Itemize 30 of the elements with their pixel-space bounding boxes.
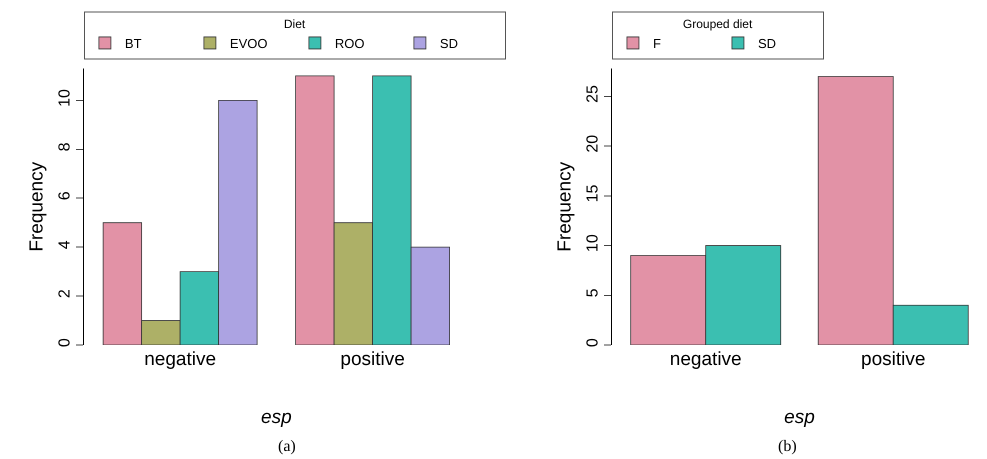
legend-label: EVOO: [230, 36, 268, 52]
y-tick-label: 8: [56, 142, 74, 152]
y-tick-label: 5: [584, 288, 602, 298]
legend-label: F: [652, 36, 661, 52]
legend-title: Diet: [284, 17, 306, 32]
y-tick-label: 10: [584, 234, 602, 252]
x-tick-label: positive: [861, 349, 926, 370]
y-tick-label: 4: [56, 240, 74, 250]
y-axis-title: Frequency: [26, 161, 48, 252]
y-tick-label: 6: [56, 191, 74, 200]
x-tick-label: negative: [670, 349, 742, 370]
legend-label: ROO: [334, 36, 365, 52]
legend-title: Grouped diet: [682, 17, 753, 32]
x-axis-title: esp: [261, 406, 292, 428]
legend-label: SD: [758, 36, 776, 52]
x-axis-title: esp: [784, 406, 815, 428]
legend-label: SD: [440, 36, 458, 52]
y-tick-label: 0: [584, 338, 602, 348]
text: (b): [778, 438, 797, 455]
y-tick-label: 10: [56, 88, 74, 107]
y-tick-label: 2: [56, 289, 74, 298]
y-axis-title: Frequency: [554, 161, 576, 252]
y-tick-label: 15: [584, 184, 602, 202]
y-tick-label: 20: [584, 134, 602, 153]
y-tick-label: 25: [584, 85, 602, 103]
x-tick-label: positive: [340, 349, 405, 370]
x-tick-label: negative: [144, 349, 216, 370]
y-tick-label: 0: [56, 338, 74, 348]
legend-label: BT: [124, 36, 142, 52]
text: (a): [278, 438, 296, 455]
